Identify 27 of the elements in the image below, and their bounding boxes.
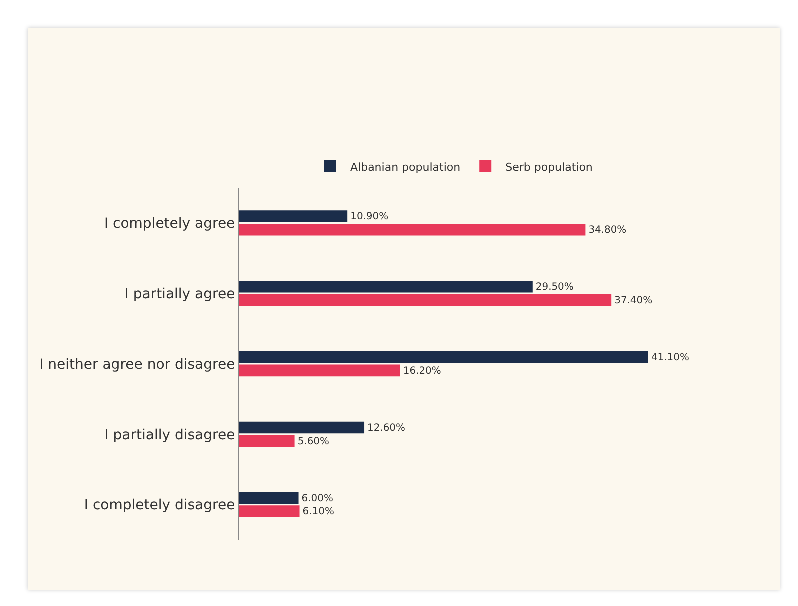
bar [239, 435, 295, 447]
data-label: 41.10% [651, 352, 690, 364]
bar [239, 364, 400, 377]
y-tick-label: I partially agree [124, 286, 236, 302]
data-label: 29.50% [536, 282, 574, 294]
y-tick-label: I completely disagree [84, 498, 236, 514]
y-tick-label: I neither agree nor disagree [40, 356, 236, 373]
data-label: 6.10% [302, 506, 334, 518]
bar [239, 506, 300, 518]
data-label: 6.00% [302, 493, 334, 504]
data-label: 16.20% [403, 366, 442, 377]
data-label: 12.60% [368, 422, 406, 434]
bar [239, 492, 299, 504]
data-label: 34.80% [588, 225, 627, 236]
data-label: 5.60% [298, 436, 330, 448]
y-tick-label: I partially disagree [104, 427, 236, 444]
data-label: 10.90% [350, 212, 389, 223]
y-tick-label: I completely agree [104, 216, 236, 232]
data-label: 37.40% [614, 295, 653, 306]
legend-label: Serb population [506, 160, 593, 174]
bar [239, 210, 348, 222]
bar [239, 422, 365, 434]
bar [239, 224, 586, 236]
bar [239, 294, 612, 306]
legend-label: Albanian population [350, 160, 461, 174]
bar [239, 281, 533, 293]
bar [239, 351, 648, 364]
